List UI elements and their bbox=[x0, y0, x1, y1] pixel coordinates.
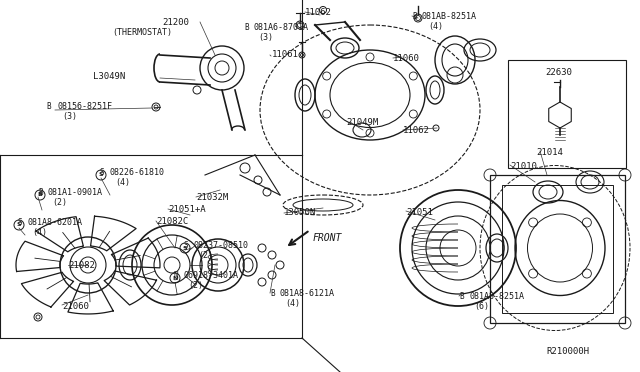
Bar bbox=[490, 175, 625, 323]
Text: 22630: 22630 bbox=[545, 68, 572, 77]
Text: B: B bbox=[46, 102, 51, 111]
Text: (2): (2) bbox=[198, 251, 213, 260]
Text: B: B bbox=[38, 192, 42, 198]
Text: 21082: 21082 bbox=[68, 261, 95, 270]
Text: N: N bbox=[172, 276, 178, 280]
Text: FRONT: FRONT bbox=[313, 233, 342, 243]
Text: S: S bbox=[182, 246, 188, 250]
Text: 21200: 21200 bbox=[162, 18, 189, 27]
Text: (4): (4) bbox=[285, 299, 300, 308]
Text: 21051: 21051 bbox=[406, 208, 433, 217]
Text: R210000H: R210000H bbox=[546, 347, 589, 356]
Text: (4): (4) bbox=[428, 22, 443, 31]
Text: 11061: 11061 bbox=[272, 50, 299, 59]
Text: S: S bbox=[183, 241, 188, 250]
Text: 081A8-8251A: 081A8-8251A bbox=[469, 292, 524, 301]
Text: 081A8-6121A: 081A8-6121A bbox=[280, 289, 335, 298]
Text: B: B bbox=[459, 292, 463, 301]
Text: S: S bbox=[99, 173, 103, 177]
Text: (THERMOSTAT): (THERMOSTAT) bbox=[112, 28, 172, 37]
Text: 11062: 11062 bbox=[305, 8, 332, 17]
Text: L3049N: L3049N bbox=[93, 72, 125, 81]
Text: 21049M: 21049M bbox=[346, 118, 378, 127]
Text: (4): (4) bbox=[32, 228, 47, 237]
Text: 13050N: 13050N bbox=[284, 208, 316, 217]
Text: (3): (3) bbox=[62, 112, 77, 121]
Text: S: S bbox=[17, 218, 22, 227]
Text: S: S bbox=[17, 222, 21, 228]
Text: 11060: 11060 bbox=[393, 54, 420, 63]
Text: 21082C: 21082C bbox=[156, 217, 188, 226]
Text: 081A6-8701A: 081A6-8701A bbox=[254, 23, 309, 32]
Text: S: S bbox=[99, 168, 104, 177]
Text: 08237-08510: 08237-08510 bbox=[193, 241, 248, 250]
Text: 081A1-0901A: 081A1-0901A bbox=[48, 188, 103, 197]
Text: (3): (3) bbox=[258, 33, 273, 42]
Text: 21010: 21010 bbox=[510, 162, 537, 171]
Text: 081AB-8251A: 081AB-8251A bbox=[422, 12, 477, 21]
Text: 08156-8251F: 08156-8251F bbox=[57, 102, 112, 111]
Bar bbox=[508, 60, 626, 168]
Text: B: B bbox=[244, 23, 248, 32]
Text: (6): (6) bbox=[474, 302, 489, 311]
Text: N: N bbox=[173, 271, 178, 280]
Text: B: B bbox=[412, 12, 417, 21]
Text: (2): (2) bbox=[188, 281, 203, 290]
Text: (2): (2) bbox=[52, 198, 67, 207]
Text: 08226-61810: 08226-61810 bbox=[109, 168, 164, 177]
Text: B: B bbox=[270, 289, 275, 298]
Text: 21051+A: 21051+A bbox=[168, 205, 205, 214]
Text: B: B bbox=[38, 188, 43, 197]
Text: (4): (4) bbox=[115, 178, 130, 187]
Text: 21060: 21060 bbox=[62, 302, 89, 311]
Text: 081A8-6201A: 081A8-6201A bbox=[27, 218, 82, 227]
Text: 06918-3401A: 06918-3401A bbox=[183, 271, 238, 280]
Bar bbox=[502, 185, 613, 313]
Text: 21014: 21014 bbox=[536, 148, 563, 157]
Text: 21032M: 21032M bbox=[196, 193, 228, 202]
Text: 11062: 11062 bbox=[403, 126, 430, 135]
